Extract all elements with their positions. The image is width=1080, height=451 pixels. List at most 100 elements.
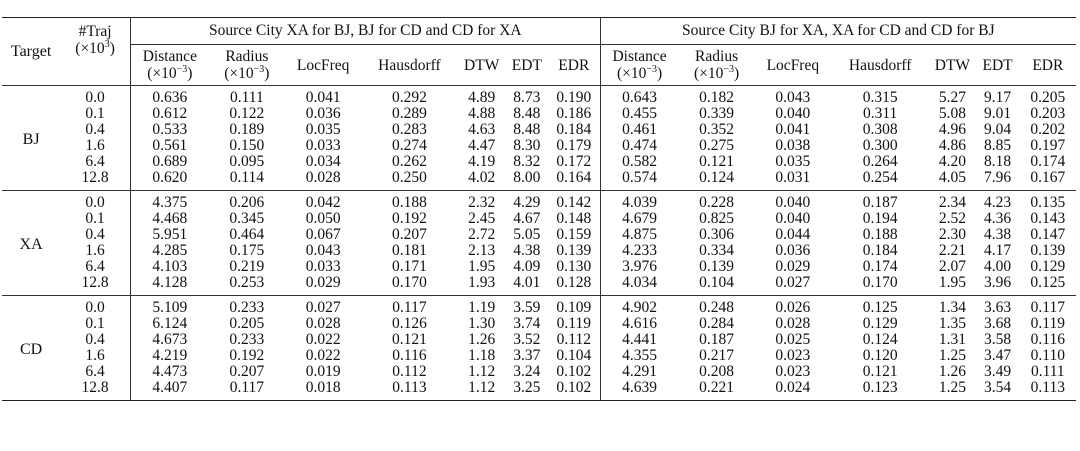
metric-value-cell: 0.455 (622, 106, 657, 122)
metric-value-cell: 0.116 (1030, 332, 1065, 348)
metric-value-cell: 0.345 (229, 211, 265, 227)
metric-value-cell: 4.00 (984, 259, 1012, 275)
metric-value-cell: 0.207 (229, 364, 265, 380)
metric-value-cell: 4.673 (152, 332, 188, 348)
header-metric-distance-group2: Distance (×10−3) (600, 44, 679, 86)
metric-value-cell: 3.52 (513, 332, 541, 348)
metric-value-cell: 0.233 (229, 299, 265, 316)
results-table: Target #Traj (×103) Source City XA for B… (2, 17, 1076, 401)
metric-value-cell: 0.027 (754, 275, 831, 296)
header-target: Target (2, 17, 61, 86)
metric-value-cell: 0.159 (547, 227, 601, 243)
metric-value-cell: 0.119 (1030, 316, 1065, 332)
metric-value-cell: 2.32 (468, 194, 496, 211)
metric-value-cell: 0.023 (775, 348, 811, 364)
table-row: 0.1 6.124 0.205 0.028 0.126 1.30 3.74 0.119 4.61… (2, 316, 1076, 332)
table-row: 6.4 0.689 0.095 0.034 0.262 4.19 8.32 0.172 0.58… (2, 154, 1076, 170)
metric-value-cell: 1.31 (938, 332, 966, 348)
traj-count-cell: 12.8 (60, 170, 131, 191)
metric-value-cell: 4.01 (505, 275, 548, 296)
header-metric-label: EDT (982, 56, 1013, 74)
header-metric-label: Radius (225, 48, 269, 65)
traj-count-cell: 0.0 (60, 295, 131, 316)
header-metric-label: DTW (934, 56, 971, 74)
metric-value-cell: 3.976 (622, 259, 657, 275)
metric-value-cell: 4.86 (938, 138, 966, 154)
metric-value-cell: 0.172 (547, 154, 601, 170)
metric-value-cell: 0.139 (699, 259, 735, 275)
metric-value-cell: 0.109 (547, 295, 601, 316)
metric-value-cell: 0.150 (229, 138, 265, 154)
metric-value-cell: 0.113 (1019, 380, 1076, 401)
metric-value-cell: 4.285 (152, 243, 188, 259)
metric-value-cell: 0.122 (229, 106, 265, 122)
header-group2-title: Source City BJ for XA, XA for CD and CD … (600, 17, 1076, 45)
metric-value-cell: 0.121 (862, 364, 898, 380)
metric-value-cell: 4.902 (622, 299, 657, 316)
metric-value-cell: 9.01 (984, 106, 1012, 122)
header-metric-distance-group1: Distance (×10−3) (130, 44, 209, 86)
metric-value-cell: 0.190 (547, 85, 601, 106)
metric-value-cell: 8.48 (513, 106, 541, 122)
metric-value-cell: 0.117 (1030, 299, 1065, 316)
metric-value-cell: 0.022 (305, 348, 341, 364)
metric-value-cell: 0.175 (229, 243, 265, 259)
metric-value-cell: 0.024 (754, 380, 831, 401)
metric-value-cell: 1.34 (938, 299, 966, 316)
metric-value-cell: 0.026 (775, 299, 811, 316)
metric-value-cell: 0.102 (547, 364, 601, 380)
table-row: 6.4 4.473 0.207 0.019 0.112 1.12 3.24 0.102 4.29… (2, 364, 1076, 380)
header-metric-unit-exp: −3 (253, 63, 265, 75)
metric-value-cell: 6.124 (152, 316, 188, 332)
metric-value-cell: 8.00 (505, 170, 548, 191)
metric-value-cell: 0.248 (699, 299, 735, 316)
metric-value-cell: 4.441 (622, 332, 657, 348)
traj-count-cell: 0.4 (60, 227, 131, 243)
metric-value-cell: 0.035 (775, 154, 811, 170)
traj-count-cell: 0.0 (60, 85, 131, 106)
metric-value-cell: 3.74 (513, 316, 541, 332)
metric-value-cell: 0.561 (152, 138, 188, 154)
header-metric-dtw-group2: DTW (929, 44, 976, 86)
header-metric-edt-group2: EDT (975, 44, 1020, 86)
header-traj-unit: (×103) (62, 39, 128, 57)
metric-value-cell: 0.019 (305, 364, 341, 380)
metric-value-cell: 0.334 (699, 243, 735, 259)
metric-value-cell: 2.52 (938, 211, 966, 227)
metric-value-cell: 0.119 (547, 316, 601, 332)
metric-value-cell: 4.05 (929, 170, 976, 191)
traj-count-cell: 1.6 (60, 138, 131, 154)
metric-value-cell: 0.689 (152, 154, 188, 170)
metric-value-cell: 0.143 (1030, 211, 1066, 227)
metric-value-cell: 0.027 (305, 299, 341, 316)
metric-value-cell: 4.67 (513, 211, 541, 227)
traj-count-cell: 0.4 (60, 122, 131, 138)
metric-value-cell: 4.233 (622, 243, 657, 259)
metric-value-cell: 9.04 (984, 122, 1012, 138)
metric-value-cell: 0.033 (305, 259, 341, 275)
metric-value-cell: 0.221 (678, 380, 755, 401)
header-metric-unit: (×10−3) (211, 63, 283, 82)
metric-value-cell: 0.289 (392, 106, 427, 122)
metric-value-cell: 4.17 (984, 243, 1012, 259)
metric-value-cell: 0.036 (775, 243, 811, 259)
metric-value-cell: 0.042 (305, 194, 341, 211)
metric-value-cell: 0.189 (229, 122, 265, 138)
metric-value-cell: 2.34 (938, 194, 966, 211)
metric-value-cell: 4.23 (984, 194, 1012, 211)
metric-value-cell: 0.112 (392, 364, 427, 380)
header-metric-unit-base: (×10 (693, 65, 724, 82)
metric-value-cell: 4.20 (938, 154, 966, 170)
metric-value-cell: 0.104 (678, 275, 755, 296)
metric-value-cell: 4.128 (130, 275, 209, 296)
metric-value-cell: 0.167 (1019, 170, 1076, 191)
header-traj-label: #Traj (78, 23, 112, 40)
header-metric-label: EDR (1032, 56, 1064, 74)
metric-value-cell: 5.08 (938, 106, 966, 122)
header-metric-unit-base: (×10 (224, 65, 254, 82)
metric-value-cell: 3.24 (513, 364, 541, 380)
metric-value-cell: 0.023 (775, 364, 811, 380)
metric-value-cell: 0.130 (547, 259, 601, 275)
metric-value-cell: 0.207 (392, 227, 427, 243)
